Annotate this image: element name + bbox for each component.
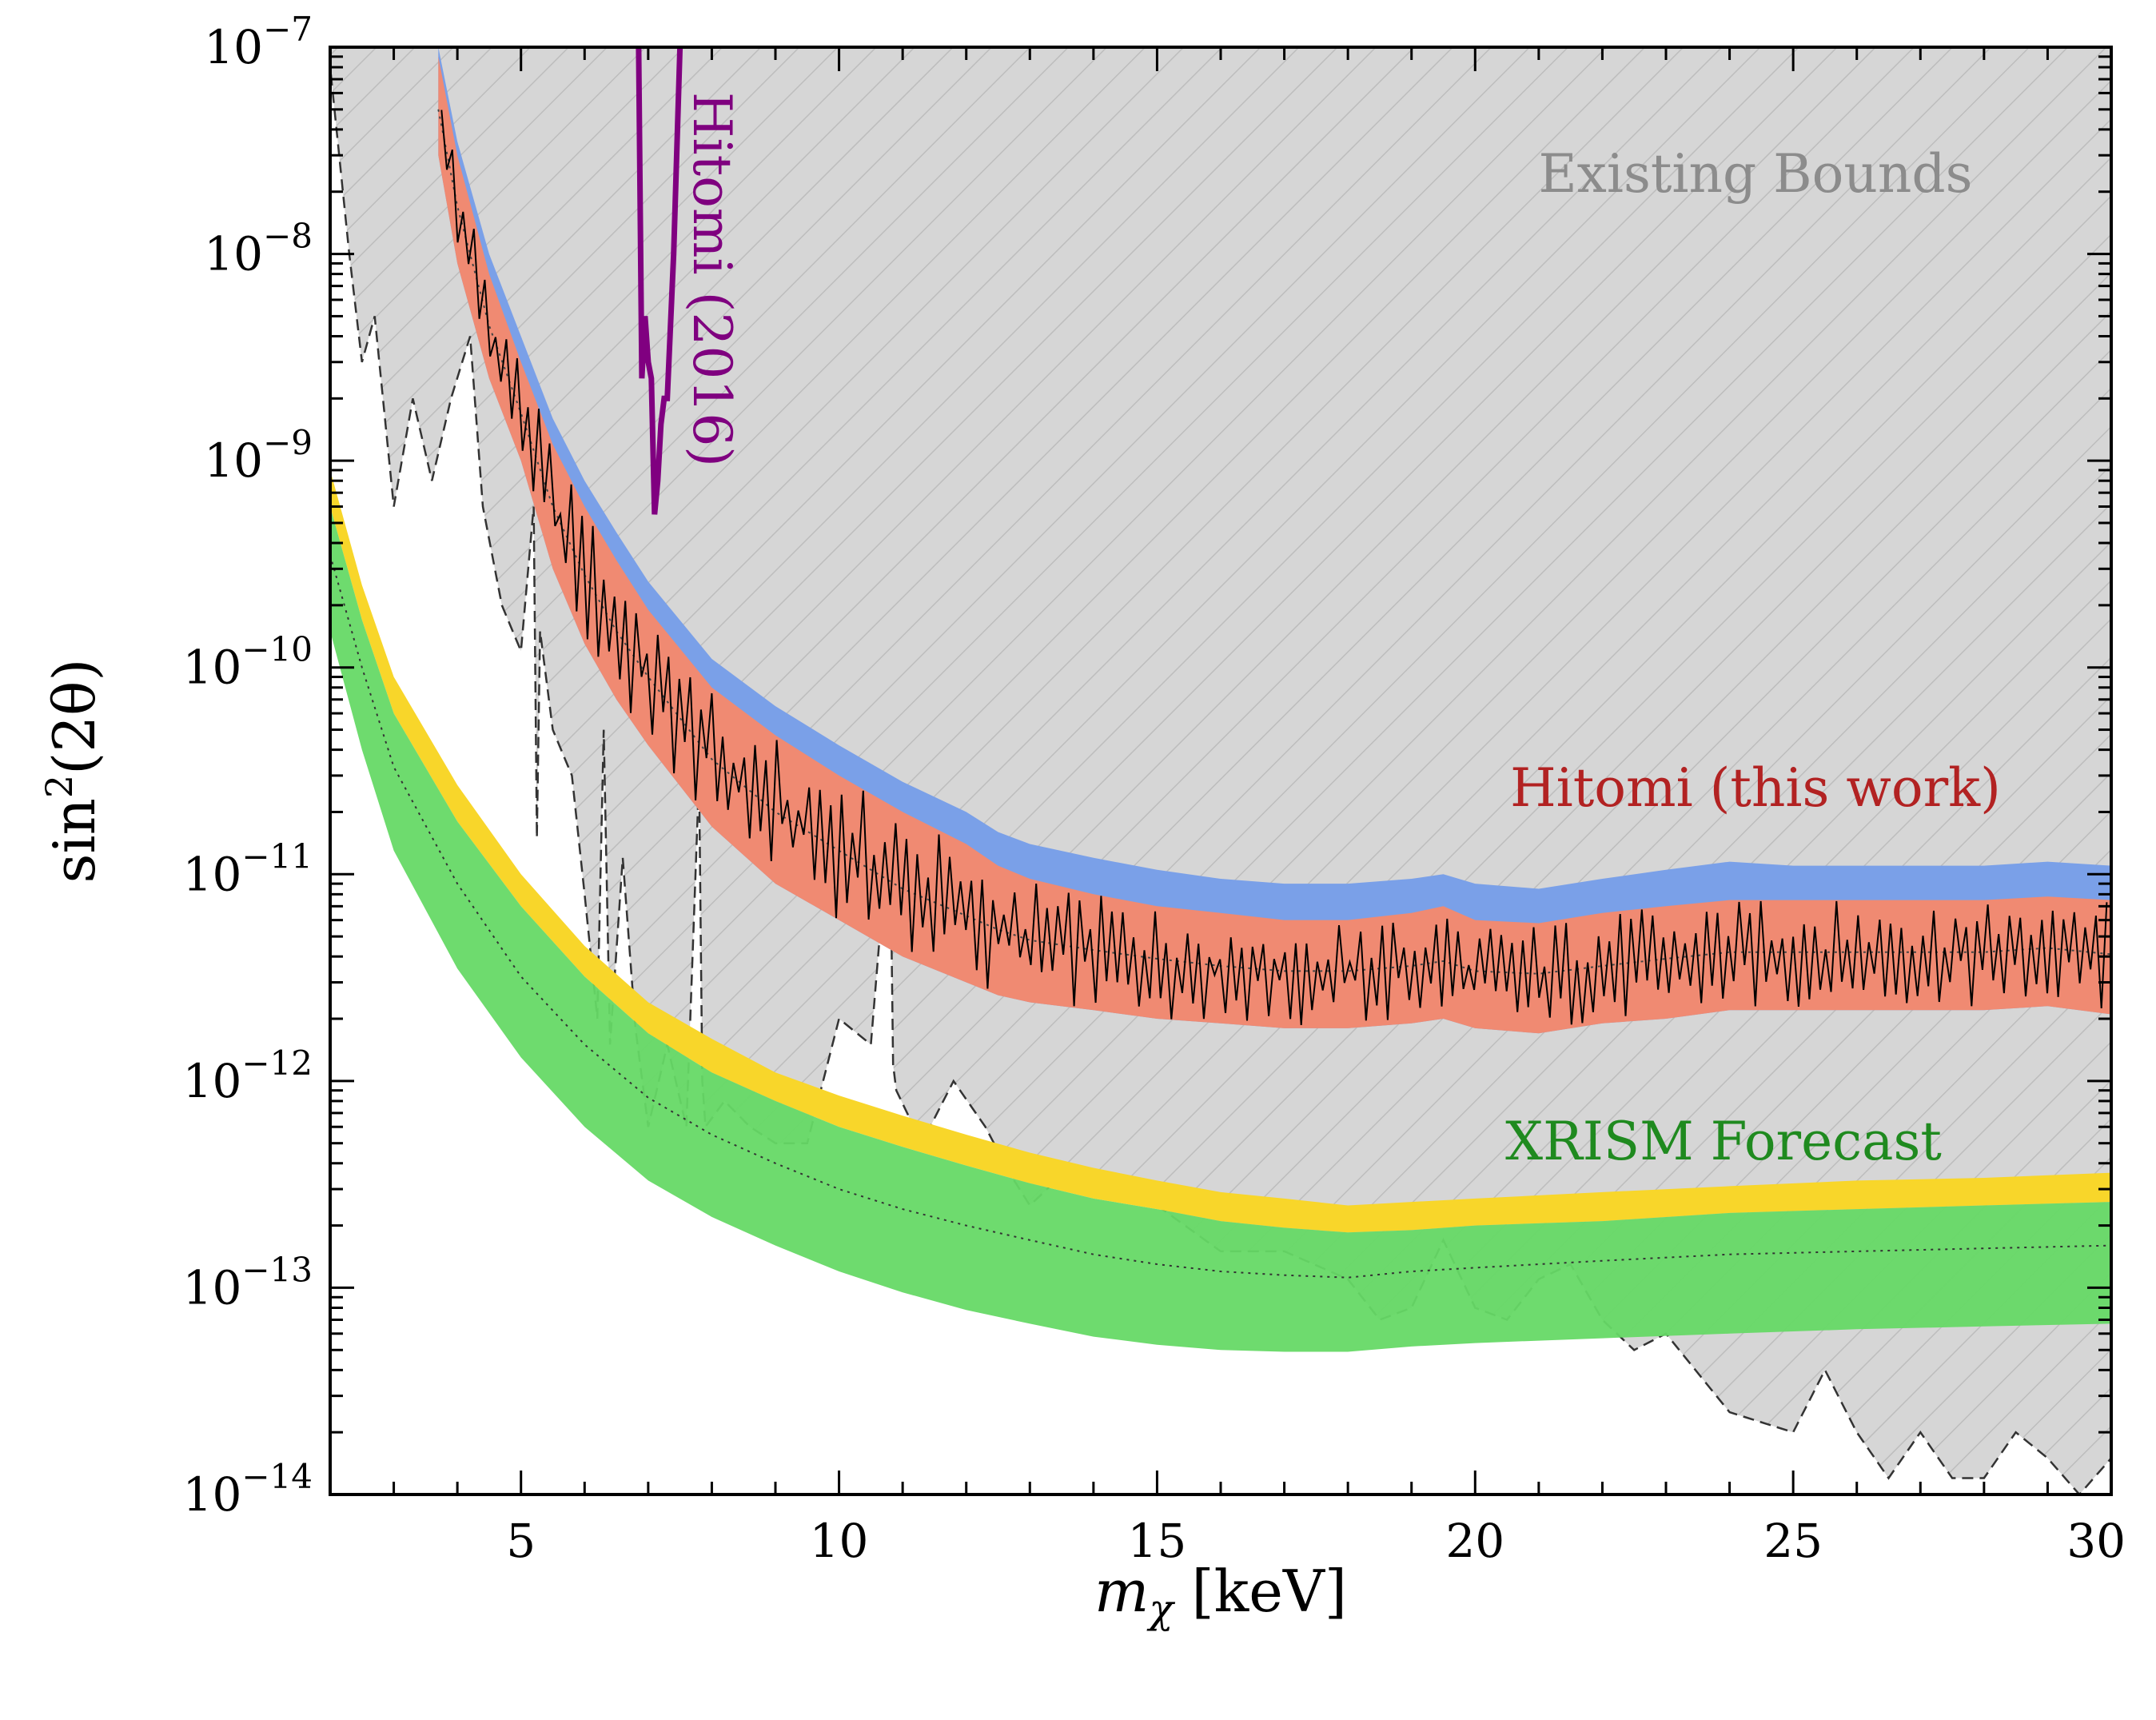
y-tick-label: 10−8 [204, 217, 313, 281]
x-axis-title: mχ [keV] [1094, 1558, 1347, 1632]
y-axis-title: sin2(2θ) [38, 659, 108, 884]
x-tick-label: 30 [2066, 1514, 2126, 1568]
annotation-xrism-forecast: XRISM Forecast [1505, 1111, 1942, 1172]
x-tick-label: 5 [506, 1514, 536, 1568]
hitomi-this-work-68-band [438, 56, 2111, 1034]
x-tick-label: 25 [1763, 1514, 1823, 1568]
x-tick-label: 10 [810, 1514, 869, 1568]
y-tick-label: 10−9 [204, 423, 313, 488]
x-axis-title-subscript: χ [1146, 1586, 1175, 1632]
y-tick-label: 10−7 [204, 10, 313, 74]
annotation-hitomi-2016: Hitomi (2016) [681, 92, 743, 467]
y-tick-label: 10−12 [183, 1044, 313, 1108]
y-axis-title-sup: 2 [38, 775, 81, 798]
y-axis-title-main: sin [41, 798, 108, 883]
axis-tick-labels: 5 10 15 20 25 30 10−7 10−8 10−9 10−10 10−11 10−12 10… [183, 10, 2126, 1568]
annotation-existing-bounds: Existing Bounds [1538, 143, 1972, 205]
y-axis-title-rest: (2θ) [41, 659, 108, 775]
axis-ticks [330, 46, 2111, 1496]
hitomi-2016-line [636, 47, 683, 515]
y-tick-label: 10−10 [183, 630, 313, 695]
x-tick-label: 20 [1445, 1514, 1504, 1568]
y-tick-label: 10−11 [183, 836, 313, 901]
annotation-hitomi-this-work: Hitomi (this work) [1510, 757, 2001, 819]
xrism-forecast-median-line [330, 554, 2111, 1279]
y-tick-label: 10−14 [183, 1457, 313, 1522]
plot-area [330, 47, 2111, 1495]
x-axis-title-main: m [1094, 1558, 1149, 1625]
x-tick-label: 15 [1128, 1514, 1187, 1568]
hitomi-this-work-observed-line [440, 110, 2108, 1025]
xrism-forecast-68-band [330, 506, 2111, 1352]
x-axis-title-unit: [keV] [1174, 1558, 1347, 1625]
y-tick-label: 10−13 [183, 1250, 313, 1315]
